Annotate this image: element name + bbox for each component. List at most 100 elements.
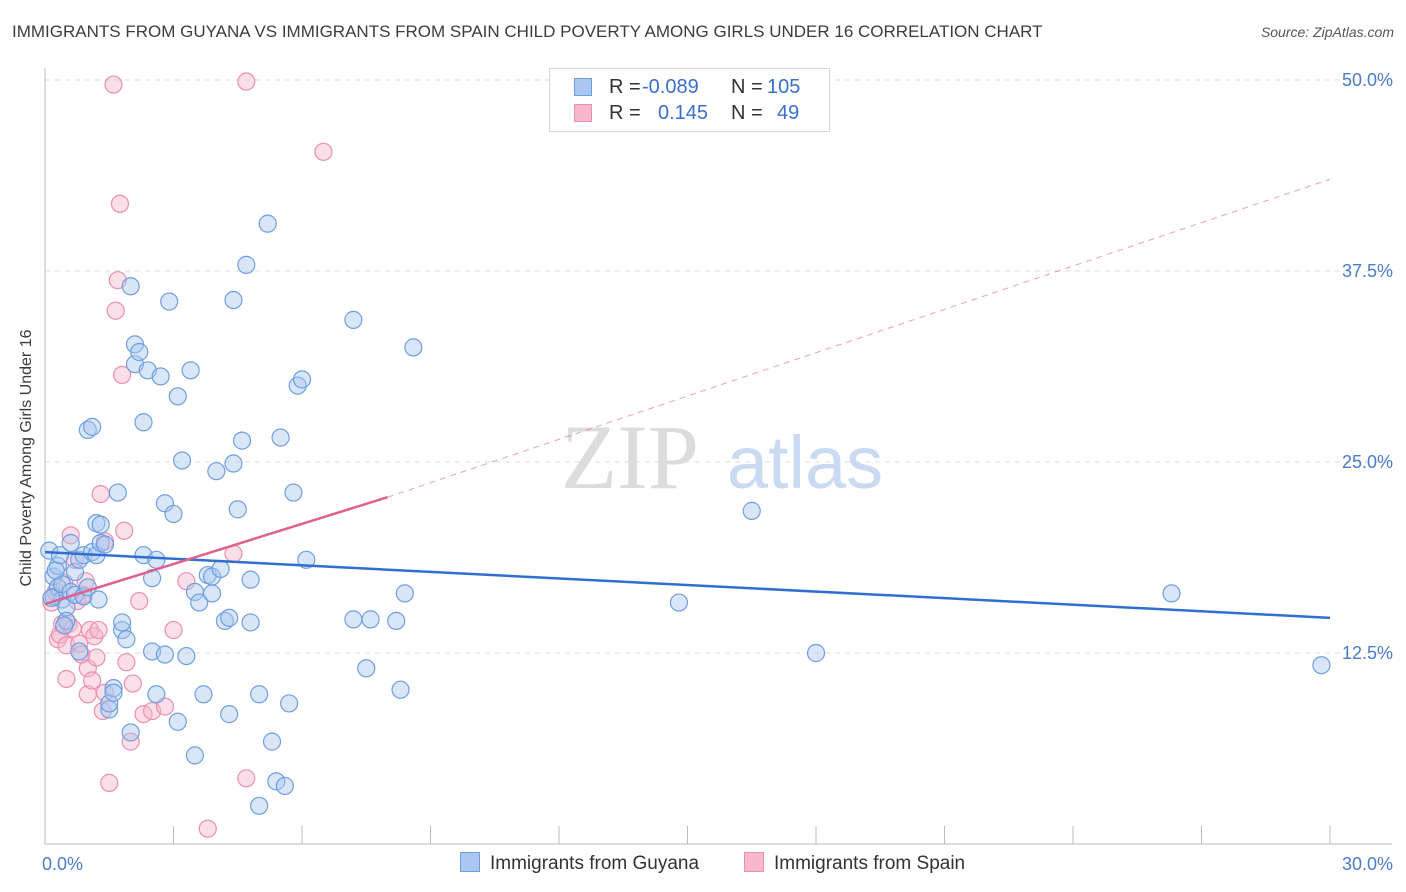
guyana-point [258,214,277,233]
guyana-point [40,541,59,560]
guyana-point [61,533,80,553]
guyana-point [280,694,299,713]
spain-point [123,674,142,693]
spain-point [110,194,130,213]
guyana-point [220,705,239,724]
spain-point [130,591,149,611]
guyana-point [669,593,689,612]
guyana-trend-line [44,550,1331,620]
y-tick-label: 37.5% [1342,261,1393,281]
guyana-point [391,680,410,699]
spain-point [106,301,125,320]
spain-point [89,620,108,640]
guyana-point [224,454,243,473]
spain-points [42,72,333,838]
guyana-point [361,610,380,629]
guyana-point [344,310,363,329]
guyana-point [168,712,187,731]
x-tick-label: 0.0% [42,854,83,874]
guyana-point [241,613,260,632]
guyana-point [177,646,196,666]
guyana-point [121,277,140,296]
guyana-point [262,732,282,751]
guyana-point [194,685,213,704]
guyana-point [387,611,406,631]
guyana-point [395,584,414,603]
guyana-point [134,413,153,432]
spain-n-value: 49 [777,102,800,124]
guyana-point [164,504,183,524]
spain-trend-line [44,495,389,606]
guyana-point [130,342,149,362]
guyana-point [181,361,200,380]
spain-point [104,75,123,94]
guyana-point [46,561,65,580]
guyana-point [232,431,252,450]
guyana-point [117,630,136,649]
guyana-point [95,535,115,554]
x-tick-label: 30.0% [1342,854,1393,874]
spain-point [117,653,136,672]
guyana-point [267,772,286,791]
spain-point [115,521,134,540]
guyana-point [344,610,363,629]
y-tick-label: 12.5% [1342,643,1393,663]
guyana-point [112,620,132,640]
spain-legend-label: Immigrants from Spain [774,853,966,874]
guyana-point [1162,584,1181,603]
guyana-point [275,776,294,796]
guyana-point [742,501,761,520]
guyana-r-value: -0.089 [642,76,699,98]
guyana-point [228,500,247,519]
spain-legend-icon [744,852,764,872]
guyana-point [250,796,269,815]
source-label: Source: ZipAtlas.com [1260,24,1394,40]
guyana-point [172,451,192,470]
spain-r-value: 0.145 [658,102,709,124]
guyana-point [70,642,89,661]
guyana-point [104,679,123,698]
guyana-point [83,417,102,436]
spain-point [61,526,80,545]
spain-point [83,671,102,690]
guyana-point [241,570,260,589]
guyana-point [121,723,140,742]
guyana-point [250,685,269,704]
guyana-n-label: N = [731,76,763,98]
correlation-legend: R = -0.089 N = 105 R = 0.145 N = 49 [549,68,830,132]
guyana-point [160,292,179,311]
chart-title: IMMIGRANTS FROM GUYANA VS IMMIGRANTS FRO… [12,22,1043,41]
spain-swatch-icon [574,104,592,122]
guyana-point [185,746,205,765]
bottom-legend-guyana: Immigrants from Guyana [460,852,699,876]
guyana-point [147,685,166,704]
guyana-point [168,387,187,406]
spain-point [198,819,217,838]
guyana-point [284,483,303,502]
guyana-point [292,370,312,389]
guyana-point [151,367,170,386]
guyana-point [112,613,132,632]
guyana-point [271,428,290,447]
guyana-n-value: 105 [767,76,801,98]
guyana-point [155,645,175,664]
spain-point [237,72,256,91]
guyana-point [104,683,123,702]
trend-lines [44,178,1331,620]
guyana-point [91,515,110,534]
spain-point [87,648,106,667]
spain-point [100,773,119,792]
spain-point [57,669,76,689]
axes [44,68,1392,845]
guyana-point [224,290,243,310]
guyana-point [297,550,316,569]
spain-r-label: R = [609,102,641,124]
guyana-point [147,550,166,569]
spain-point [314,142,333,161]
guyana-point [207,462,226,481]
bottom-legend-spain: Immigrants from Spain [744,852,965,876]
spain-point [237,769,256,788]
y-tick-label: 25.0% [1342,452,1393,472]
guyana-swatch-icon [574,78,592,96]
